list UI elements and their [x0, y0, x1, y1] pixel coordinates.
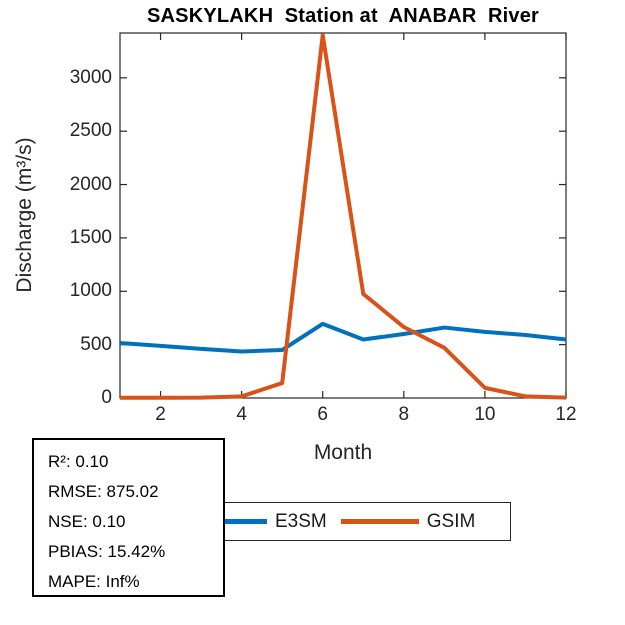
stat-rmse: RMSE: 875.02: [48, 482, 159, 501]
legend-entry-gsim: GSIM: [340, 510, 490, 533]
stat-nse: NSE: 0.10: [48, 512, 126, 531]
x-tick-label: 6: [317, 404, 328, 425]
stats-box: R²: 0.10 RMSE: 875.02 NSE: 0.10 PBIAS: 1…: [32, 438, 225, 597]
y-axis-label: Discharge (m³/s): [13, 137, 36, 293]
e3sm-label: E3SM: [275, 510, 327, 532]
x-tick-label: 12: [555, 404, 577, 425]
e3sm-line-sample: [189, 519, 267, 524]
chart-title: SASKYLAKH Station at ANABAR River: [146, 5, 540, 27]
y-tick-label: 500: [80, 333, 112, 355]
x-tick-label: 4: [236, 404, 247, 425]
gsim-label: GSIM: [426, 510, 476, 532]
stat-mape: MAPE: Inf%: [48, 572, 140, 591]
gsim-line-sample: [340, 519, 419, 524]
x-tick-label: 8: [398, 404, 410, 425]
y-tick-label: 2000: [69, 173, 112, 195]
x-tick-label: 2: [155, 404, 166, 425]
stat-pbias: PBIAS: 15.42%: [48, 542, 166, 561]
y-tick-label: 1000: [69, 280, 112, 302]
y-tick-label: 3000: [69, 66, 112, 88]
gsim-series-line: [120, 33, 567, 400]
e3sm-series-line: [119, 321, 567, 354]
x-axis-label: Month: [313, 441, 373, 464]
legend: E3SM GSIM: [182, 502, 511, 541]
axes-box: [119, 32, 567, 399]
x-tick-label: 10: [474, 404, 496, 425]
y-tick-label: 1500: [69, 226, 112, 248]
stat-r2: R²: 0.10: [48, 452, 109, 471]
y-tick-label: 2500: [69, 120, 112, 142]
y-tick-label: 0: [101, 387, 112, 408]
legend-entry-e3sm: E3SM: [189, 511, 341, 533]
